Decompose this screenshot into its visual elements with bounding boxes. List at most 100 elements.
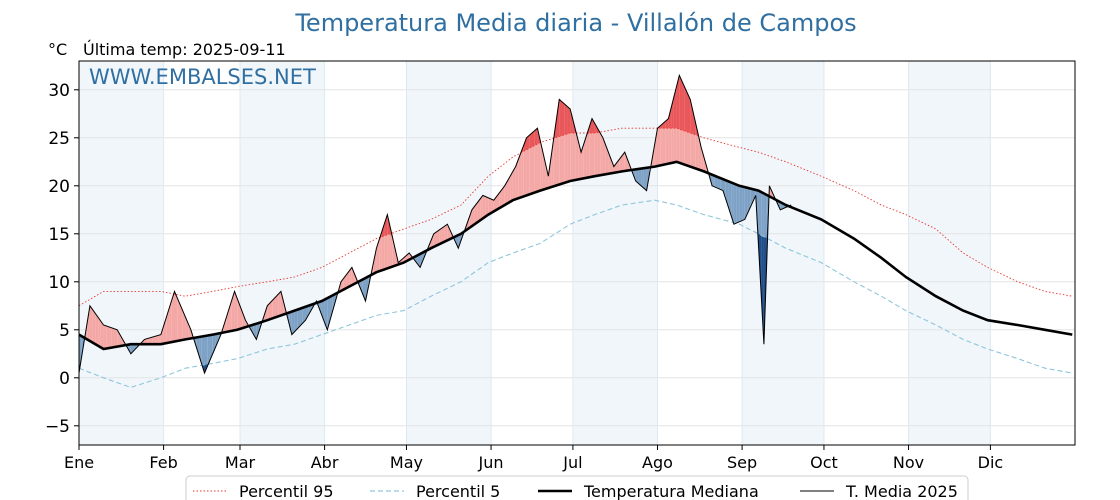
x-tick-label: Oct	[810, 453, 838, 472]
extreme-warm-fill	[594, 123, 598, 133]
y-tick-label: 30	[48, 81, 70, 101]
warm-anomaly-fill	[499, 189, 502, 209]
warm-anomaly-fill	[264, 305, 268, 322]
extreme-warm-fill	[567, 106, 571, 134]
cold-anomaly-fill	[133, 344, 137, 351]
warm-anomaly-fill	[87, 305, 90, 341]
extreme-warm-fill	[531, 130, 535, 147]
warm-anomaly-fill	[95, 313, 99, 346]
x-tick-label: Nov	[893, 453, 924, 472]
extreme-warm-fill	[570, 109, 573, 133]
cold-anomaly-fill	[714, 175, 718, 189]
month-band	[239, 61, 325, 445]
extreme-warm-fill	[692, 111, 696, 135]
cold-anomaly-fill	[207, 335, 210, 367]
cold-anomaly-fill	[731, 182, 734, 225]
percentile-95-line	[78, 127, 1073, 307]
warm-anomaly-fill	[147, 337, 150, 345]
cold-anomaly-fill	[308, 304, 311, 316]
y-axis-ticks: −5 0 5 10 15 20 25 30	[45, 81, 79, 437]
warm-anomaly-fill	[501, 185, 505, 207]
x-tick-label: Jun	[478, 453, 504, 472]
warm-anomaly-fill	[512, 166, 516, 201]
warm-anomaly-fill	[379, 231, 382, 272]
warm-anomaly-fill	[152, 336, 156, 345]
warm-anomaly-fill	[89, 305, 93, 343]
legend-label-p95: Percentil 95	[239, 482, 334, 500]
warm-anomaly-fill	[665, 118, 669, 165]
cold-anomaly-fill	[324, 298, 328, 330]
extreme-warm-fill	[679, 75, 683, 131]
warm-anomaly-fill	[447, 224, 451, 241]
x-tick-label: Ene	[64, 453, 94, 472]
warm-anomaly-fill	[114, 328, 118, 348]
x-tick-label: Feb	[149, 453, 177, 472]
extreme-warm-fill	[526, 135, 530, 150]
warm-anomaly-fill	[237, 298, 240, 330]
cold-anomaly-fill	[753, 189, 756, 202]
warm-anomaly-fill	[526, 135, 530, 196]
warm-anomaly-fill	[624, 152, 628, 171]
y-tick-label: −5	[45, 417, 70, 437]
y-tick-label: 5	[59, 321, 70, 341]
warm-anomaly-fill	[444, 224, 448, 242]
warm-anomaly-fill	[608, 152, 612, 174]
warm-anomaly-fill	[270, 300, 273, 320]
warm-anomaly-fill	[654, 128, 658, 167]
warm-anomaly-fill	[597, 128, 601, 176]
warm-anomaly-fill	[92, 309, 96, 345]
y-tick-label: 0	[59, 369, 70, 389]
cold-anomaly-fill	[319, 301, 322, 316]
extreme-warm-fill	[534, 128, 538, 146]
warm-anomaly-fill	[179, 304, 183, 341]
cold-anomaly-fill	[360, 279, 363, 295]
warm-anomaly-fill	[504, 181, 508, 205]
warm-anomaly-fill	[103, 325, 107, 349]
warm-anomaly-fill	[613, 163, 617, 173]
warm-anomaly-fill	[493, 196, 497, 212]
warm-anomaly-fill	[540, 140, 543, 191]
warm-anomaly-fill	[441, 226, 445, 243]
cold-anomaly-fill	[294, 309, 298, 332]
warm-anomaly-fill	[166, 308, 170, 344]
last-temp-label: Última temp: 2025-09-11	[83, 40, 286, 59]
extreme-warm-fill	[676, 75, 680, 130]
extreme-warm-fill	[384, 214, 388, 236]
warm-anomaly-fill	[169, 300, 172, 343]
extreme-warm-fill	[671, 97, 674, 129]
cold-anomaly-fill	[291, 310, 295, 335]
cold-anomaly-fill	[717, 176, 721, 190]
warm-anomaly-fill	[583, 135, 587, 179]
warm-anomaly-fill	[226, 308, 230, 332]
warm-anomaly-fill	[496, 193, 500, 210]
extreme-warm-fill	[668, 107, 672, 129]
cold-anomaly-fill	[742, 186, 745, 221]
warm-anomaly-fill	[485, 196, 489, 217]
warm-anomaly-fill	[622, 152, 625, 172]
cold-anomaly-fill	[747, 187, 751, 214]
x-tick-label: Sep	[727, 453, 757, 472]
warm-anomaly-fill	[376, 239, 380, 273]
y-tick-label: 10	[48, 273, 70, 293]
warm-anomaly-fill	[515, 159, 519, 200]
chart-title: Temperatura Media diaria - Villalón de C…	[294, 9, 856, 37]
warm-anomaly-fill	[106, 325, 110, 349]
warm-anomaly-fill	[433, 231, 437, 247]
cold-anomaly-fill	[297, 308, 301, 329]
extreme-warm-fill	[682, 81, 685, 132]
cold-anomaly-fill	[209, 334, 213, 361]
legend: Percentil 95 Percentil 5 Temperatura Med…	[185, 475, 969, 500]
cold-anomaly-fill	[720, 178, 723, 191]
median-line	[78, 160, 1073, 351]
warm-anomaly-fill	[594, 123, 598, 177]
warm-anomaly-fill	[537, 128, 541, 192]
month-band	[79, 61, 164, 445]
warm-anomaly-fill	[351, 267, 355, 286]
extreme-warm-fill	[673, 86, 677, 129]
y-tick-label: 20	[48, 177, 70, 197]
cold-anomaly-fill	[458, 233, 462, 249]
warm-anomaly-fill	[602, 137, 606, 175]
unit-label: °C	[48, 40, 67, 59]
warm-anomaly-fill	[507, 176, 511, 204]
anomaly-fills	[79, 75, 792, 373]
